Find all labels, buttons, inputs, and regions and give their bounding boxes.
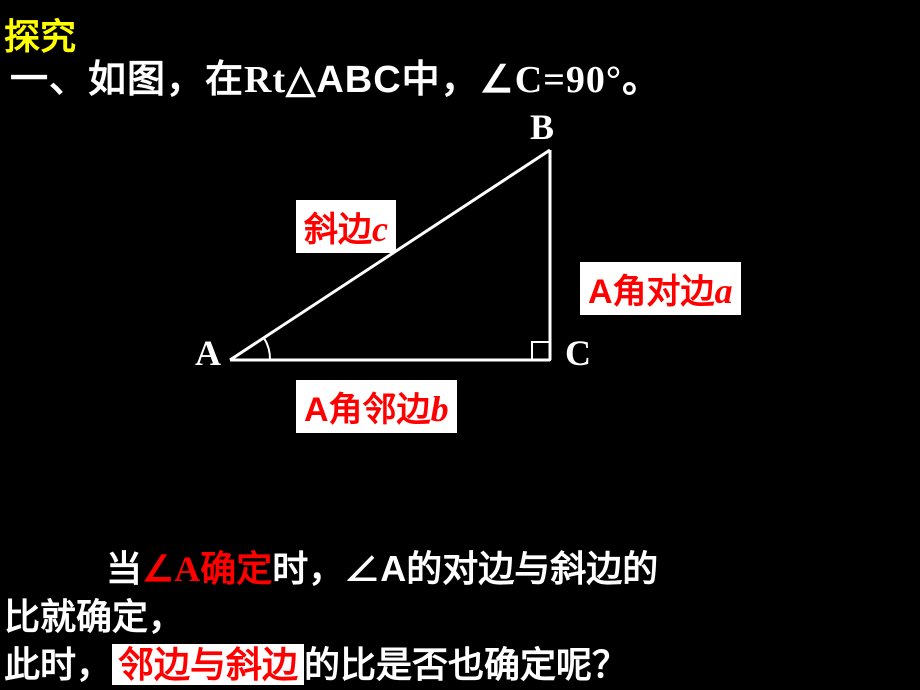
- exp3-redbox: 邻边与斜边: [112, 644, 304, 685]
- exp1-red: ∠A确定: [142, 549, 272, 589]
- hypotenuse-label: 斜边c: [296, 200, 396, 253]
- explanation-line1: 当∠A确定时，∠A的对边与斜边的: [106, 540, 658, 592]
- exp3-post: 的比是否也确定呢？: [304, 644, 628, 685]
- rt-label: Rt: [244, 59, 286, 101]
- explanation-line3: 此时，邻边与斜边的比是否也确定呢？: [4, 636, 628, 688]
- degree-suffix: °。: [606, 59, 661, 101]
- hypotenuse-var: c: [372, 209, 388, 249]
- adjacent-label: A角邻边b: [296, 380, 457, 433]
- triangle-diagram: [220, 140, 600, 400]
- angle-c: ∠C=90: [480, 59, 606, 101]
- adjacent-var: b: [431, 389, 449, 429]
- line1-mid: ABC中，: [316, 59, 479, 101]
- adjacent-text: A角邻边: [304, 391, 431, 429]
- exp1-pre: 当: [106, 548, 142, 589]
- angle-a-arc: [264, 338, 270, 360]
- hypotenuse-text: 斜边: [304, 211, 372, 249]
- opposite-var: a: [715, 271, 733, 311]
- vertex-c-label: C: [565, 332, 591, 374]
- exp3-pre: 此时，: [4, 644, 112, 685]
- explanation-line2: 比就确定，: [4, 588, 184, 640]
- problem-statement: 一、如图，在Rt△ABC中，∠C=90°。: [10, 48, 661, 103]
- vertex-b-label: B: [530, 106, 554, 148]
- hypotenuse-line: [230, 150, 550, 360]
- opposite-text: A角对边: [588, 273, 715, 311]
- right-angle-mark: [532, 342, 550, 360]
- exp1-post: 时，∠A的对边与斜边的: [272, 548, 658, 589]
- triangle-symbol: △: [286, 59, 316, 101]
- opposite-label: A角对边a: [580, 262, 741, 315]
- vertex-a-label: A: [195, 332, 221, 374]
- line1-prefix: 一、如图，在: [10, 59, 244, 101]
